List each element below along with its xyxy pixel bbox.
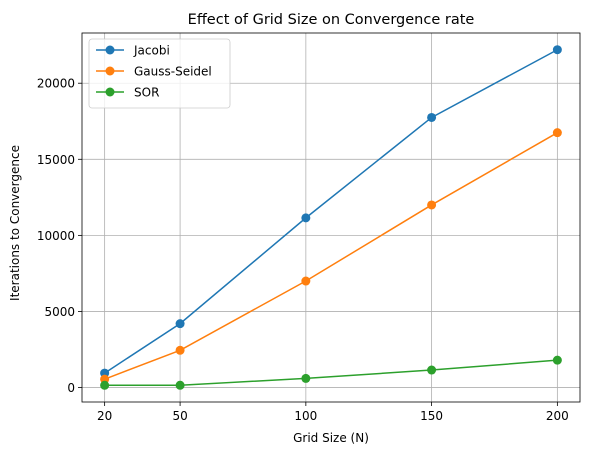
y-tick-label: 5000 bbox=[44, 305, 75, 319]
data-point bbox=[301, 213, 311, 223]
series-lines bbox=[100, 45, 562, 390]
y-axis-ticks: 0 5000 10000 15000 20000 bbox=[37, 77, 82, 395]
legend-item: SOR bbox=[96, 86, 159, 100]
x-tick-label: 100 bbox=[294, 409, 317, 423]
legend-label: SOR bbox=[134, 86, 159, 100]
data-point bbox=[175, 345, 185, 355]
data-point bbox=[552, 355, 562, 365]
data-point bbox=[427, 365, 437, 375]
y-axis-label: Iterations to Convergence bbox=[8, 145, 22, 301]
y-tick-label: 0 bbox=[67, 381, 75, 395]
x-axis-label: Grid Size (N) bbox=[293, 431, 369, 445]
data-point bbox=[100, 380, 110, 390]
y-tick-label: 20000 bbox=[37, 77, 75, 91]
x-tick-label: 150 bbox=[420, 409, 443, 423]
legend: Jacobi Gauss-Seidel SOR bbox=[88, 38, 231, 109]
y-tick-label: 15000 bbox=[37, 153, 75, 167]
data-point bbox=[427, 112, 437, 122]
x-tick-label: 200 bbox=[546, 409, 569, 423]
legend-marker bbox=[105, 45, 115, 55]
legend-item: Jacobi bbox=[96, 44, 170, 58]
legend-label: Jacobi bbox=[133, 44, 170, 58]
legend-label: Gauss-Seidel bbox=[134, 65, 212, 79]
x-axis-ticks: 20 50 100 150 200 bbox=[97, 402, 569, 423]
x-tick-label: 20 bbox=[97, 409, 112, 423]
plot-frame bbox=[81, 32, 581, 403]
data-point bbox=[427, 200, 437, 210]
legend-box bbox=[88, 38, 231, 109]
data-point bbox=[552, 45, 562, 55]
chart-title: Effect of Grid Size on Convergence rate bbox=[188, 12, 475, 28]
legend-item: Gauss-Seidel bbox=[96, 65, 212, 79]
data-point bbox=[175, 380, 185, 390]
data-point bbox=[301, 373, 311, 383]
series-sor bbox=[100, 355, 562, 390]
data-point bbox=[301, 276, 311, 286]
data-point bbox=[552, 128, 562, 138]
legend-marker bbox=[105, 66, 115, 76]
x-tick-label: 50 bbox=[172, 409, 187, 423]
data-point bbox=[175, 319, 185, 329]
y-tick-label: 10000 bbox=[37, 229, 75, 243]
legend-marker bbox=[105, 87, 115, 97]
series-jacobi bbox=[100, 45, 562, 378]
